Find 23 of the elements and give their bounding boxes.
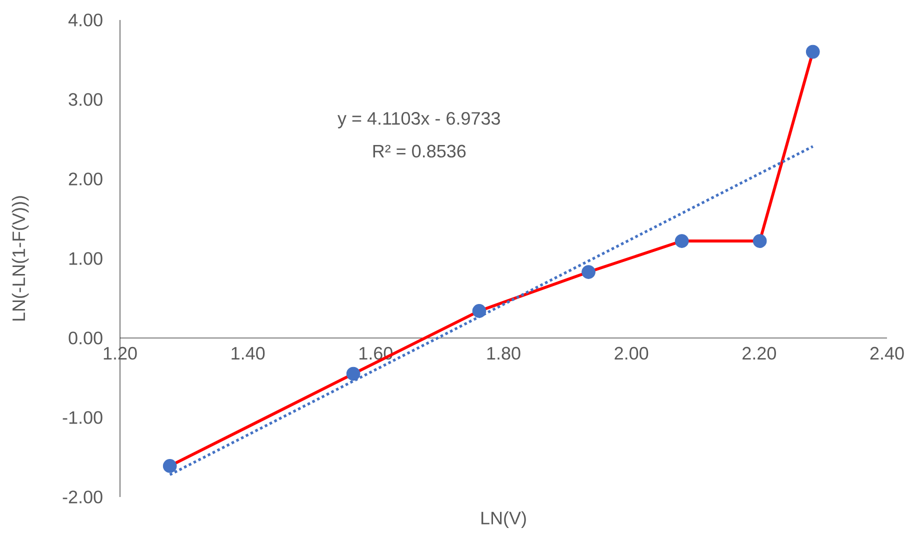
annotation: R² = 0.8536	[373, 144, 466, 158]
y-tick-label: -2.00	[62, 490, 102, 504]
point	[752, 234, 767, 248]
y-tick-label: 3.00	[68, 93, 102, 106]
x-tick-label: 2.20	[742, 346, 776, 360]
x-tick-label: 2.40	[870, 346, 904, 360]
y-tick-label: 1.00	[69, 252, 102, 265]
point	[346, 366, 360, 381]
point	[582, 265, 596, 279]
x-axis-title: LN(V)	[481, 511, 526, 528]
y-tick-label: 0.00	[68, 332, 102, 344]
x-tick-label: 1.40	[232, 346, 265, 360]
y-axis-title: LN(-LN(1-F(V)))	[12, 196, 29, 321]
y-tick-label: 2.00	[68, 172, 102, 186]
x-tick-label: 2.00	[614, 346, 648, 360]
point	[806, 44, 820, 59]
annotation: y = 4.1103x - 6.9733	[338, 112, 500, 128]
y-tick-label: 4.00	[68, 14, 102, 26]
point	[674, 234, 689, 248]
x-tick-label: 1.80	[487, 346, 520, 360]
point	[162, 459, 177, 473]
point	[472, 304, 486, 318]
y-tick-label: -1.00	[62, 411, 102, 424]
